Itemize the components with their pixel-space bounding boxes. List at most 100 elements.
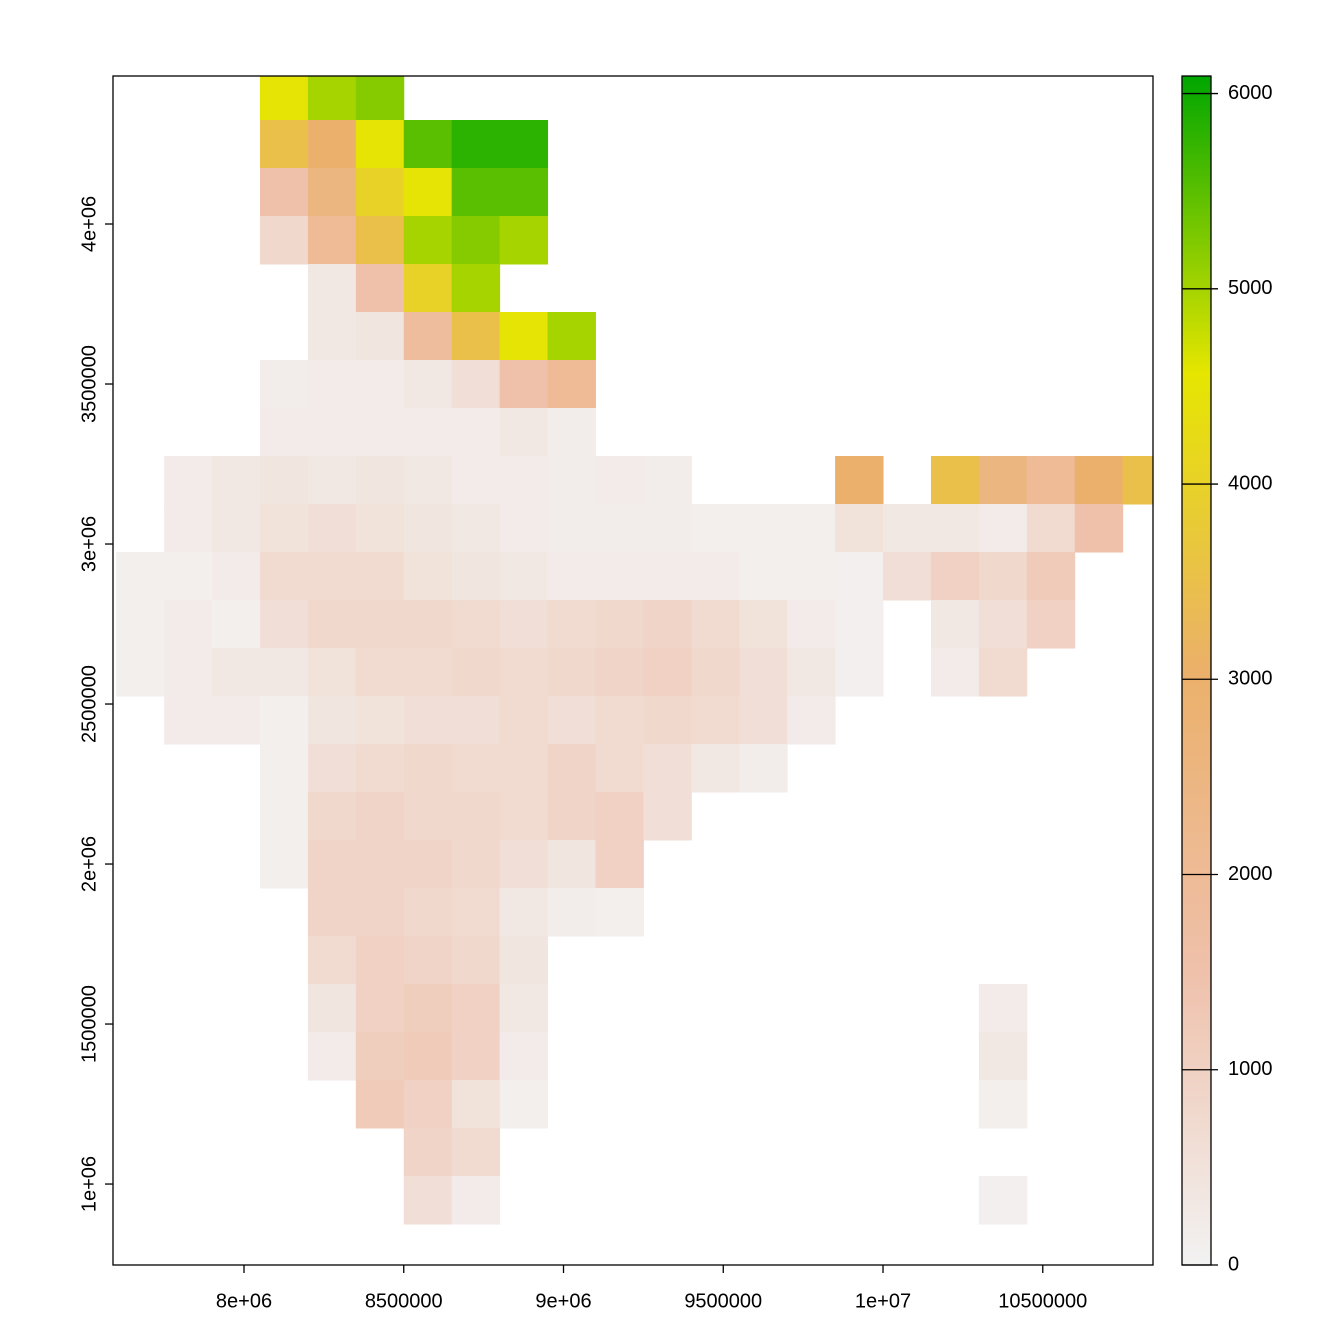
raster-cell bbox=[212, 696, 261, 745]
raster-cell bbox=[451, 600, 501, 649]
color-legend: 0 1000 2000 3000 4000 5000 6000 bbox=[1181, 75, 1273, 1275]
x-tick-label: 8e+06 bbox=[216, 1290, 272, 1312]
raster-cell bbox=[164, 696, 213, 745]
raster-cell bbox=[259, 168, 309, 217]
raster-cell bbox=[595, 792, 644, 841]
raster-cell bbox=[547, 792, 596, 841]
raster-cell bbox=[499, 792, 549, 841]
raster-cell bbox=[499, 936, 549, 985]
raster-cell bbox=[739, 504, 788, 553]
raster-cell bbox=[1122, 456, 1153, 505]
raster-cell bbox=[307, 648, 357, 697]
raster-cell bbox=[499, 600, 549, 649]
raster-cell bbox=[978, 504, 1028, 553]
legend-tick-label: 6000 bbox=[1228, 82, 1273, 104]
raster-cell bbox=[403, 888, 453, 937]
raster-cell bbox=[835, 552, 884, 601]
raster-cell bbox=[595, 456, 644, 505]
raster-cell bbox=[164, 552, 213, 601]
y-tick-label: 3500000 bbox=[78, 345, 100, 423]
raster-cell bbox=[403, 936, 453, 985]
raster-cell bbox=[355, 744, 405, 793]
raster-cell bbox=[355, 168, 405, 217]
raster-cell bbox=[451, 312, 501, 361]
raster-cell bbox=[787, 648, 836, 697]
raster-cell bbox=[643, 744, 692, 793]
raster-cell bbox=[403, 216, 453, 265]
raster-cell bbox=[547, 840, 596, 889]
raster-cell bbox=[643, 504, 692, 553]
raster-cell bbox=[307, 888, 357, 937]
raster-cell bbox=[595, 648, 644, 697]
raster-cell bbox=[595, 552, 644, 601]
raster-cell bbox=[787, 552, 836, 601]
raster-cell bbox=[930, 648, 980, 697]
y-tick-label: 4e+06 bbox=[78, 196, 100, 252]
raster-cell bbox=[451, 360, 501, 409]
raster-cell bbox=[403, 120, 453, 169]
raster-cell bbox=[835, 600, 884, 649]
raster-cell bbox=[403, 840, 453, 889]
raster-cell bbox=[643, 792, 692, 841]
raster-cell bbox=[355, 216, 405, 265]
raster-cell bbox=[164, 456, 213, 505]
raster-cell bbox=[451, 984, 501, 1033]
raster-cell bbox=[307, 936, 357, 985]
legend-tick-label: 3000 bbox=[1228, 668, 1273, 690]
raster-cell bbox=[259, 552, 309, 601]
raster-cell bbox=[451, 744, 501, 793]
raster-cell bbox=[978, 552, 1028, 601]
x-tick-label: 10500000 bbox=[998, 1290, 1087, 1312]
raster-cell bbox=[787, 600, 836, 649]
raster-cell bbox=[116, 648, 165, 697]
raster-cell bbox=[547, 648, 596, 697]
raster-cell bbox=[499, 168, 549, 217]
raster-cell bbox=[499, 552, 549, 601]
raster-cell bbox=[355, 76, 405, 121]
raster-cell bbox=[691, 504, 740, 553]
raster-cell bbox=[499, 120, 549, 169]
raster-cell bbox=[643, 552, 692, 601]
raster-cell bbox=[307, 120, 357, 169]
raster-cell bbox=[499, 408, 549, 457]
raster-cell bbox=[499, 1032, 549, 1081]
raster-cell bbox=[451, 1128, 501, 1177]
raster-cell bbox=[355, 648, 405, 697]
raster-cell bbox=[164, 504, 213, 553]
raster-cell bbox=[451, 648, 501, 697]
raster-cell bbox=[691, 696, 740, 745]
legend-tick-label: 0 bbox=[1228, 1253, 1239, 1275]
raster-cell bbox=[451, 216, 501, 265]
raster-cell bbox=[835, 504, 884, 553]
raster-cell bbox=[930, 600, 980, 649]
raster-cell bbox=[212, 552, 261, 601]
y-tick-label: 2e+06 bbox=[78, 836, 100, 892]
raster-cell bbox=[499, 840, 549, 889]
raster-cell bbox=[259, 120, 309, 169]
raster-cell bbox=[547, 360, 596, 409]
raster-cell bbox=[547, 600, 596, 649]
raster-cell bbox=[787, 504, 836, 553]
raster-cell bbox=[307, 408, 357, 457]
raster-cell bbox=[978, 984, 1028, 1033]
raster-cell bbox=[835, 456, 884, 505]
raster-cell bbox=[355, 936, 405, 985]
raster-cell bbox=[547, 456, 596, 505]
raster-cell bbox=[451, 1032, 501, 1081]
raster-cell bbox=[259, 76, 309, 121]
legend-tick-label: 1000 bbox=[1228, 1058, 1273, 1080]
raster-cell bbox=[883, 504, 932, 553]
raster-cell bbox=[212, 456, 261, 505]
raster-cell bbox=[259, 360, 309, 409]
raster-cell bbox=[116, 552, 165, 601]
raster-cell bbox=[403, 792, 453, 841]
raster-cell bbox=[595, 744, 644, 793]
raster-cell bbox=[403, 552, 453, 601]
raster-cell bbox=[1026, 456, 1076, 505]
raster-cell bbox=[307, 216, 357, 265]
raster-cell bbox=[355, 1080, 405, 1129]
raster-cell bbox=[307, 264, 357, 313]
raster-cell bbox=[307, 312, 357, 361]
raster-cell bbox=[259, 408, 309, 457]
raster-cell bbox=[451, 168, 501, 217]
